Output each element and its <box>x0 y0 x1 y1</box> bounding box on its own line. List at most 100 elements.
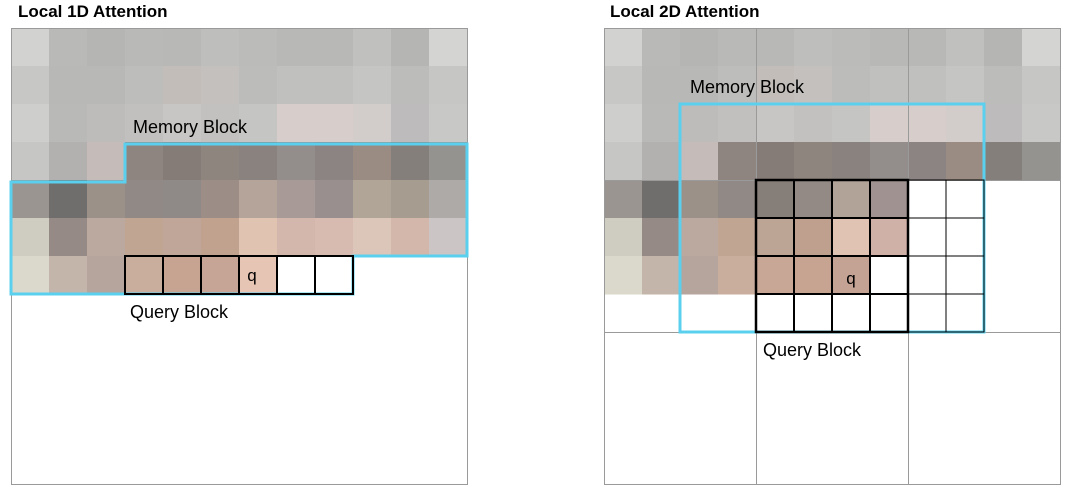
panel-local-1d: Local 1D Attention q Memory Block Query … <box>9 2 469 485</box>
pixel-cell <box>277 218 316 257</box>
pixel-cell <box>604 180 643 219</box>
pixel-cell <box>794 218 833 257</box>
pixel-cell <box>353 66 392 105</box>
pixel-cell <box>277 28 316 67</box>
pixel-cell <box>391 180 430 219</box>
pixel-cell <box>353 142 392 181</box>
pixel-cell <box>870 180 909 219</box>
pixel-cell <box>391 104 430 143</box>
pixel-cell <box>277 180 316 219</box>
pixel-cell <box>315 66 354 105</box>
pixel-cell <box>794 66 833 105</box>
pixel-cell <box>125 66 164 105</box>
pixel-cell <box>946 66 985 105</box>
pixel-cell <box>756 180 795 219</box>
pixel-cell <box>604 66 643 105</box>
pixel-cell <box>49 142 88 181</box>
pixel-cell <box>87 180 126 219</box>
pixel-cell <box>946 142 985 181</box>
pixel-cell <box>756 66 795 105</box>
query-cell <box>314 255 354 295</box>
pixel-cell <box>353 28 392 67</box>
query-cell <box>945 293 985 333</box>
pixel-cell <box>163 180 202 219</box>
query-block-label-1d: Query Block <box>130 302 229 322</box>
pixel-cell <box>680 142 719 181</box>
pixel-cell <box>391 142 430 181</box>
pixel-cell <box>277 104 316 143</box>
pixel-cell <box>163 142 202 181</box>
pixel-cell <box>49 28 88 67</box>
pixel-cell <box>1022 66 1061 105</box>
pixel-cell <box>125 28 164 67</box>
pixel-cell <box>1022 142 1061 181</box>
memory-block-label-1d: Memory Block <box>133 117 248 137</box>
pixel-cell <box>642 66 681 105</box>
pixel-cell <box>908 104 947 143</box>
pixel-cell <box>429 66 468 105</box>
pixel-cell <box>870 28 909 67</box>
pixel-cell <box>794 256 833 295</box>
pixel-cell <box>718 142 757 181</box>
pixel-cell <box>163 28 202 67</box>
pixel-cell <box>680 180 719 219</box>
pixel-cell <box>832 104 871 143</box>
pixel-cell <box>832 294 871 333</box>
pixel-cell <box>125 256 164 295</box>
pixel-cell <box>277 142 316 181</box>
pixel-cell <box>870 218 909 257</box>
pixel-cell <box>87 256 126 295</box>
pixel-cell <box>11 104 50 143</box>
pixel-grid-1d <box>11 28 468 295</box>
pixel-cell <box>429 180 468 219</box>
pixel-cell <box>391 66 430 105</box>
query-cell <box>945 217 985 257</box>
pixel-cell <box>908 142 947 181</box>
pixel-cell <box>201 256 240 295</box>
pixel-cell <box>11 28 50 67</box>
pixel-cell <box>11 180 50 219</box>
pixel-cell <box>125 180 164 219</box>
pixel-cell <box>642 180 681 219</box>
pixel-cell <box>87 104 126 143</box>
query-cell <box>276 255 316 295</box>
pixel-cell <box>163 256 202 295</box>
pixel-cell <box>429 142 468 181</box>
pixel-cell <box>201 218 240 257</box>
query-marker-2d: q <box>846 269 855 288</box>
pixel-cell <box>984 142 1023 181</box>
pixel-cell <box>794 142 833 181</box>
query-cell <box>907 255 947 295</box>
query-cell <box>907 217 947 257</box>
pixel-cell <box>642 104 681 143</box>
pixel-cell <box>680 256 719 295</box>
pixel-cell <box>315 104 354 143</box>
pixel-cell <box>87 28 126 67</box>
pixel-cell <box>239 104 278 143</box>
pixel-cell <box>832 218 871 257</box>
pixel-cell <box>604 256 643 295</box>
pixel-cell <box>756 256 795 295</box>
pixel-cell <box>49 66 88 105</box>
pixel-cell <box>429 218 468 257</box>
pixel-cell <box>239 218 278 257</box>
pixel-cell <box>756 142 795 181</box>
query-marker-1d: q <box>247 266 256 285</box>
pixel-cell <box>163 104 202 143</box>
memory-block-label-2d: Memory Block <box>690 77 805 97</box>
pixel-cell <box>718 66 757 105</box>
panel-title-1d: Local 1D Attention <box>18 2 168 21</box>
pixel-cell <box>239 256 278 295</box>
pixel-cell <box>49 180 88 219</box>
pixel-cell <box>870 256 909 295</box>
pixel-cell <box>718 180 757 219</box>
pixel-cell <box>391 218 430 257</box>
pixel-cell <box>353 218 392 257</box>
panel-title-2d: Local 2D Attention <box>610 2 760 21</box>
query-block-outline-2d <box>754 178 910 334</box>
pixel-cell <box>604 218 643 257</box>
pixel-cell <box>353 180 392 219</box>
pixel-cell <box>946 28 985 67</box>
pixel-cell <box>239 28 278 67</box>
